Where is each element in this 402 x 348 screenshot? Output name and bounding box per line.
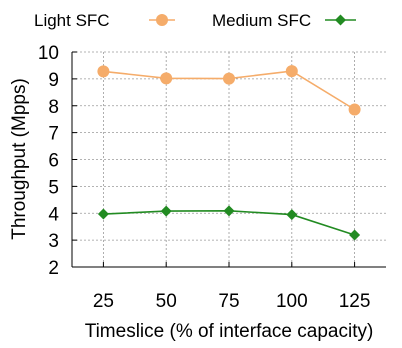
x-axis-label: Timeslice (% of interface capacity) <box>85 321 374 342</box>
y-tick-label-2: 2 <box>48 258 59 279</box>
series-light-sfc <box>97 65 361 116</box>
legend-label-light-sfc: Light SFC <box>34 11 110 30</box>
axes <box>71 51 386 268</box>
point-medium-sfc-50 <box>160 205 172 217</box>
x-tick-label-100: 100 <box>276 291 308 312</box>
point-light-sfc-25 <box>97 65 110 78</box>
y-tick-label-10: 10 <box>38 43 59 64</box>
y-tick-label-5: 5 <box>48 177 59 198</box>
series-medium-sfc <box>97 205 361 241</box>
legend-marker-medium-sfc <box>335 14 346 26</box>
y-tick-label-9: 9 <box>48 70 59 91</box>
x-tick-label-125: 125 <box>339 291 371 312</box>
point-medium-sfc-25 <box>97 208 109 220</box>
point-light-sfc-75 <box>223 72 235 85</box>
y-tick-label-4: 4 <box>48 204 59 225</box>
point-medium-sfc-75 <box>223 205 235 217</box>
legend: Light SFC Medium SFC <box>34 11 356 30</box>
y-tick-label-8: 8 <box>48 97 59 118</box>
point-medium-sfc-100 <box>286 209 298 221</box>
legend-label-medium-sfc: Medium SFC <box>212 11 311 30</box>
point-light-sfc-125 <box>348 103 361 116</box>
series-group <box>97 65 361 241</box>
point-medium-sfc-125 <box>349 229 361 241</box>
point-light-sfc-100 <box>285 65 298 78</box>
y-tick-label-7: 7 <box>48 124 59 145</box>
x-tick-label-25: 25 <box>93 291 114 312</box>
y-tick-label-6: 6 <box>48 151 59 172</box>
legend-entry-medium-sfc: Medium SFC <box>212 11 356 30</box>
x-tick-label-75: 75 <box>218 291 239 312</box>
point-light-sfc-50 <box>160 72 173 85</box>
y-tick-label-3: 3 <box>48 231 59 252</box>
x-tick-label-50: 50 <box>156 291 177 312</box>
legend-marker-light-sfc <box>156 14 168 26</box>
legend-entry-light-sfc: Light SFC <box>34 11 175 30</box>
tick-labels: 2 3 4 5 6 7 8 9 10 25 50 75 100 125 <box>38 43 371 312</box>
y-axis-label: Throughput (Mpps) <box>9 78 30 240</box>
